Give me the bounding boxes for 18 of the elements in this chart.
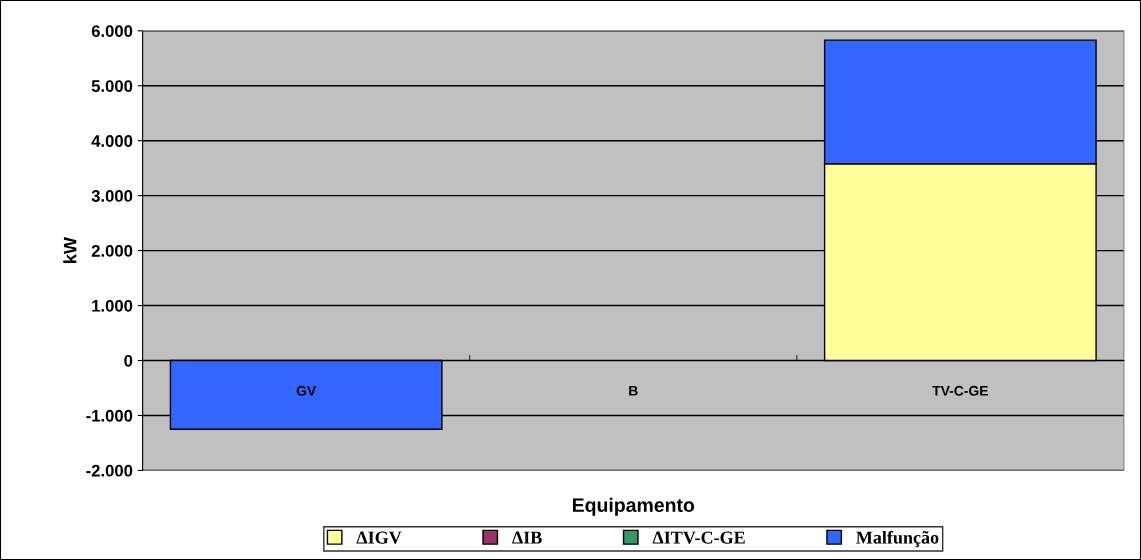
y-tick-label: 4.000 (91, 135, 133, 147)
y-tick-label: 5.000 (91, 80, 133, 92)
y-tick-label: 6.000 (91, 25, 133, 37)
legend-label: ΔITV-C-GE (652, 531, 745, 544)
x-tick-label: TV-C-GE (932, 385, 988, 396)
y-tick-label: 1.000 (92, 299, 133, 312)
x-tick-label: B (629, 386, 638, 396)
y-tick-label: -2.000 (86, 464, 133, 477)
y-tick-label: -1.000 (86, 409, 133, 422)
y-tick-label: 3.000 (91, 190, 133, 202)
legend-label: ΔIGV (356, 531, 402, 544)
legend-label: Malfunção (856, 530, 939, 548)
x-axis-title: Equipamento (572, 497, 695, 516)
x-tick-label: GV (296, 385, 317, 396)
y-tick-label: 2.000 (91, 245, 133, 257)
y-axis-title: kW (63, 237, 77, 263)
y-tick-label: 0 (124, 354, 133, 367)
legend-label: ΔIB (512, 531, 542, 544)
